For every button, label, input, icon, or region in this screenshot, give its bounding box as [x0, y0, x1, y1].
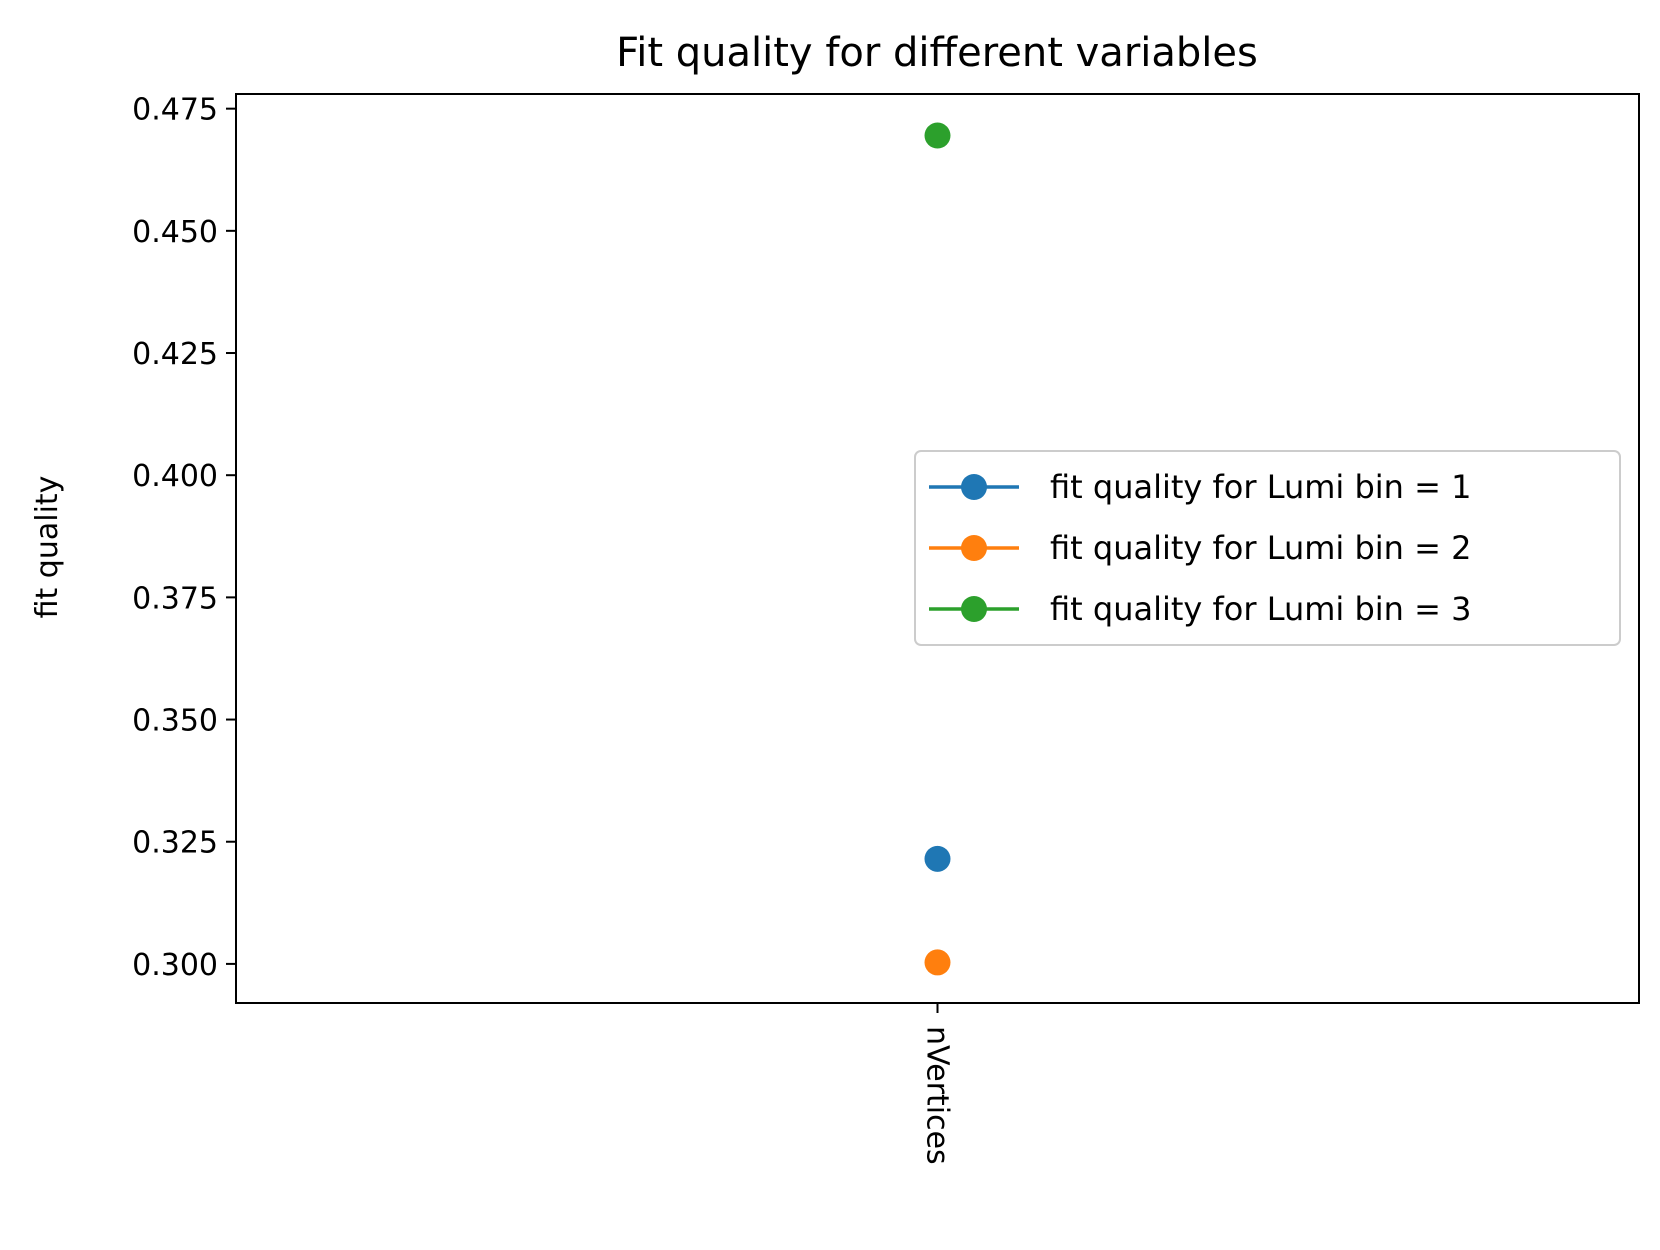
- y-axis-ticks: 0.300 0.325 0.350 0.375 0.400 0.425 0.450 0.475: [132, 93, 236, 983]
- y-tick-label: 0.350: [132, 704, 218, 739]
- y-axis-label: fit quality: [30, 476, 65, 619]
- y-tick-label: 0.325: [132, 826, 218, 861]
- x-axis-ticks: nVertices: [920, 1003, 955, 1165]
- series-3: [924, 122, 951, 149]
- y-tick-label: 0.300: [132, 948, 218, 983]
- legend-marker: [961, 596, 987, 622]
- legend-box: [914, 450, 1621, 646]
- y-tick-label: 0.450: [132, 215, 218, 250]
- legend-label: fit quality for Lumi bin = 1: [1050, 468, 1471, 506]
- plot-area-frame: [235, 93, 1640, 1004]
- chart-title: Fit quality for different variables: [616, 30, 1258, 76]
- legend-entry: fit quality for Lumi bin = 1: [929, 468, 1471, 506]
- legend-marker: [961, 474, 987, 500]
- data-series-layer: [924, 122, 951, 976]
- series-2: [924, 949, 951, 976]
- legend-entries: fit quality for Lumi bin = 1 fit quality …: [929, 468, 1471, 628]
- y-tick-label: 0.400: [132, 459, 218, 494]
- x-tick-label: nVertices: [920, 1026, 955, 1165]
- legend-label: fit quality for Lumi bin = 2: [1050, 529, 1471, 567]
- legend-label: fit quality for Lumi bin = 3: [1050, 590, 1471, 628]
- data-point: [924, 949, 951, 976]
- legend-entry: fit quality for Lumi bin = 3: [929, 590, 1471, 628]
- y-tick-label: 0.475: [132, 93, 218, 128]
- data-point: [924, 122, 951, 149]
- legend-marker: [961, 535, 987, 561]
- data-point: [924, 845, 951, 872]
- y-tick-label: 0.425: [132, 337, 218, 372]
- legend-entry: fit quality for Lumi bin = 2: [929, 529, 1471, 567]
- legend: fit quality for Lumi bin = 1 fit quality …: [914, 450, 1621, 646]
- series-1: [924, 845, 951, 872]
- y-tick-label: 0.375: [132, 581, 218, 616]
